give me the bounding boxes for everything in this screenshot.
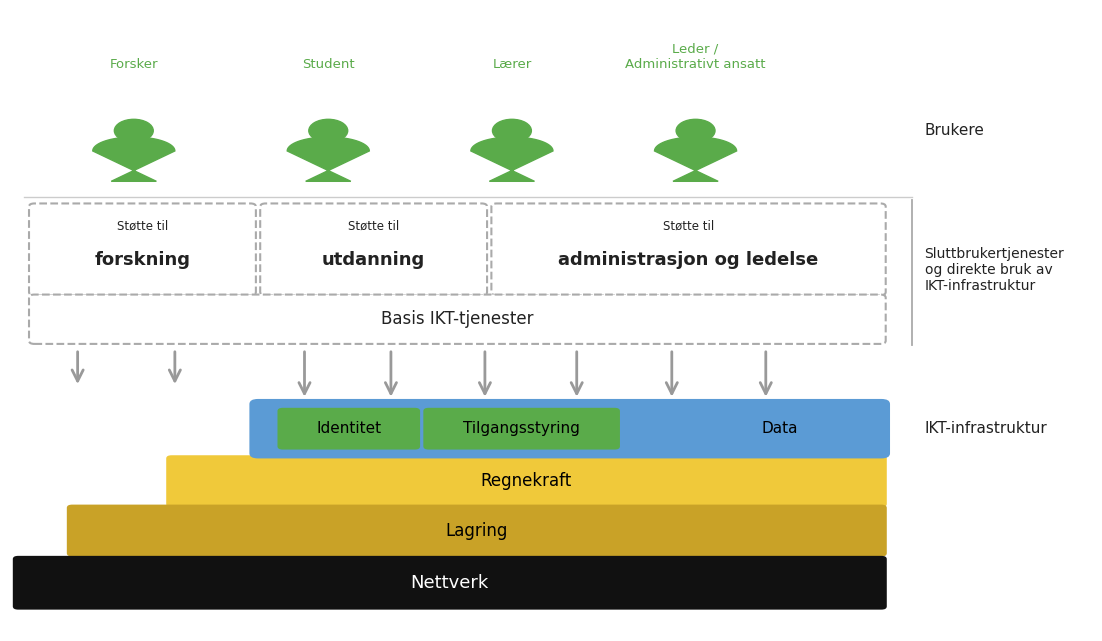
Text: Lærer: Lærer <box>493 58 531 71</box>
Text: Regnekraft: Regnekraft <box>480 472 572 490</box>
Text: administrasjon og ledelse: administrasjon og ledelse <box>559 251 819 269</box>
Text: Forsker: Forsker <box>109 58 158 71</box>
Text: Leder /
Administrativt ansatt: Leder / Administrativt ansatt <box>625 42 766 71</box>
FancyBboxPatch shape <box>278 408 420 449</box>
Polygon shape <box>288 137 369 181</box>
Text: IKT-infrastruktur: IKT-infrastruktur <box>925 420 1047 435</box>
Circle shape <box>309 119 348 142</box>
FancyBboxPatch shape <box>13 556 887 610</box>
Text: forskning: forskning <box>95 251 191 269</box>
Text: Støtte til: Støtte til <box>117 219 169 232</box>
Circle shape <box>115 119 153 142</box>
Text: Sluttbrukertjenester
og direkte bruk av
IKT-infrastruktur: Sluttbrukertjenester og direkte bruk av … <box>925 247 1065 293</box>
FancyBboxPatch shape <box>166 455 887 507</box>
FancyBboxPatch shape <box>491 203 886 296</box>
Text: Student: Student <box>302 58 355 71</box>
Text: utdanning: utdanning <box>322 251 425 269</box>
FancyBboxPatch shape <box>260 203 487 296</box>
Text: Støtte til: Støtte til <box>348 219 399 232</box>
Text: Tilgangsstyring: Tilgangsstyring <box>463 421 580 436</box>
FancyBboxPatch shape <box>249 399 890 458</box>
Polygon shape <box>655 137 736 181</box>
Text: Nettverk: Nettverk <box>411 574 489 592</box>
Circle shape <box>677 119 715 142</box>
Text: Data: Data <box>761 421 798 436</box>
Polygon shape <box>471 137 553 181</box>
Circle shape <box>493 119 531 142</box>
FancyBboxPatch shape <box>423 408 620 449</box>
Polygon shape <box>93 137 175 181</box>
FancyBboxPatch shape <box>67 504 887 556</box>
Text: Lagring: Lagring <box>445 522 508 540</box>
Text: Basis IKT-tjenester: Basis IKT-tjenester <box>381 310 533 328</box>
Text: Brukere: Brukere <box>925 123 984 138</box>
FancyBboxPatch shape <box>29 203 256 296</box>
Text: Støtte til: Støtte til <box>663 219 714 232</box>
Text: Identitet: Identitet <box>316 421 381 436</box>
FancyBboxPatch shape <box>29 295 886 344</box>
